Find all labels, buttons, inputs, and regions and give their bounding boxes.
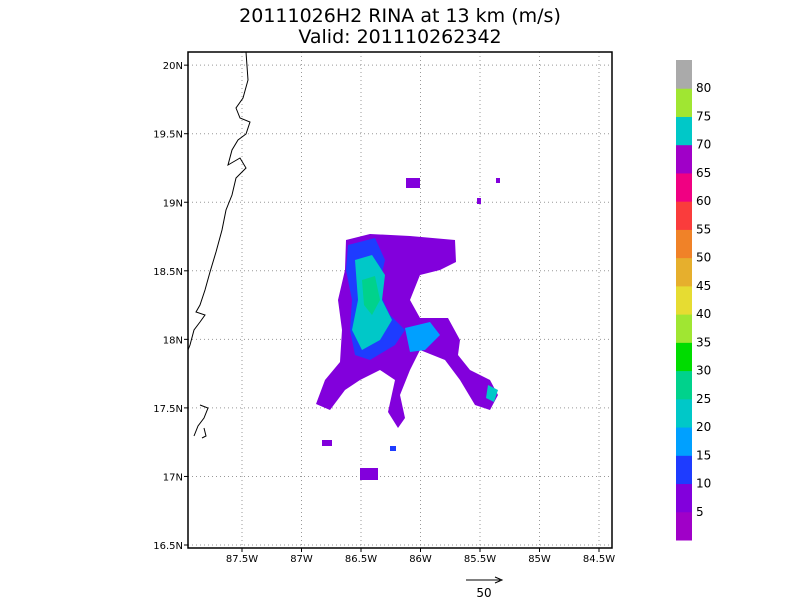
lat-tick-label: 19.5N bbox=[153, 130, 183, 141]
lat-tick-label: 18.5N bbox=[153, 267, 183, 278]
colorbar-segment bbox=[676, 370, 692, 400]
colorbar-segment bbox=[676, 229, 692, 259]
colorbar-segment bbox=[676, 427, 692, 456]
lat-tick-label: 17N bbox=[163, 472, 183, 483]
colorbar-label: 80 bbox=[696, 81, 711, 95]
lat-tick-label: 18N bbox=[163, 335, 183, 346]
lat-tick-label: 19N bbox=[163, 198, 183, 209]
lon-tick-label: 85W bbox=[528, 554, 551, 565]
colorbar-label: 35 bbox=[696, 335, 711, 349]
colorbar-label: 40 bbox=[696, 307, 711, 321]
colorbar-segment bbox=[676, 116, 692, 146]
map-frame bbox=[187, 51, 613, 549]
wind-field bbox=[316, 178, 500, 480]
colorbar-label: 5 bbox=[696, 505, 704, 519]
colorbar-label: 65 bbox=[696, 166, 711, 180]
colorbar-label: 10 bbox=[696, 477, 711, 491]
reference-vector-label: 50 bbox=[476, 586, 491, 600]
lon-tick-label: 84.5W bbox=[583, 554, 615, 565]
reference-arrowhead bbox=[494, 576, 504, 584]
lat-tick-label: 20N bbox=[163, 61, 183, 72]
colorbar-segment bbox=[676, 60, 692, 89]
colorbar-segment bbox=[676, 88, 692, 117]
colorbar-label: 45 bbox=[696, 279, 711, 293]
title: 20111026H2 RINA at 13 km (m/s) bbox=[239, 5, 561, 27]
valid-time: Valid: 201110262342 bbox=[298, 26, 501, 48]
lon-tick-label: 86.5W bbox=[345, 554, 377, 565]
lon-tick-label: 87.5W bbox=[226, 554, 258, 565]
colorbar-label: 70 bbox=[696, 138, 711, 152]
colorbar-segment bbox=[676, 201, 692, 230]
colorbar-segment bbox=[676, 398, 692, 428]
colorbar-label: 30 bbox=[696, 364, 711, 378]
lon-tick-label: 86W bbox=[409, 554, 432, 565]
colorbar-label: 25 bbox=[696, 392, 711, 406]
colorbar: 5 10 15 20 25 30 35 40 45 50 55 60 65 70 75 80 bbox=[676, 60, 711, 541]
colorbar-label: 60 bbox=[696, 194, 711, 208]
grid: 87.5W 87W 86.5W 86W 85.5W 85W 84.5W 16.5N 17N 17.… bbox=[153, 52, 615, 565]
colorbar-segment bbox=[676, 172, 692, 202]
colorbar-segment bbox=[676, 483, 692, 513]
colorbar-label: 15 bbox=[696, 448, 711, 462]
lon-tick-label: 85.5W bbox=[464, 554, 496, 565]
coastline-island bbox=[193, 404, 209, 439]
colorbar-segment bbox=[676, 511, 692, 541]
colorbar-label: 20 bbox=[696, 420, 711, 434]
lat-tick-label: 16.5N bbox=[153, 541, 183, 552]
colorbar-label: 75 bbox=[696, 109, 711, 123]
colorbar-label: 50 bbox=[696, 251, 711, 265]
colorbar-segment bbox=[676, 342, 692, 372]
colorbar-segment bbox=[676, 144, 692, 174]
colorbar-label: 55 bbox=[696, 222, 711, 236]
lat-tick-label: 17.5N bbox=[153, 404, 183, 415]
colorbar-segment bbox=[676, 455, 692, 485]
coastline bbox=[187, 51, 251, 351]
colorbar-segment bbox=[676, 257, 692, 287]
lon-tick-label: 87W bbox=[290, 554, 313, 565]
colorbar-segment bbox=[676, 285, 692, 315]
colorbar-segment bbox=[676, 314, 692, 343]
